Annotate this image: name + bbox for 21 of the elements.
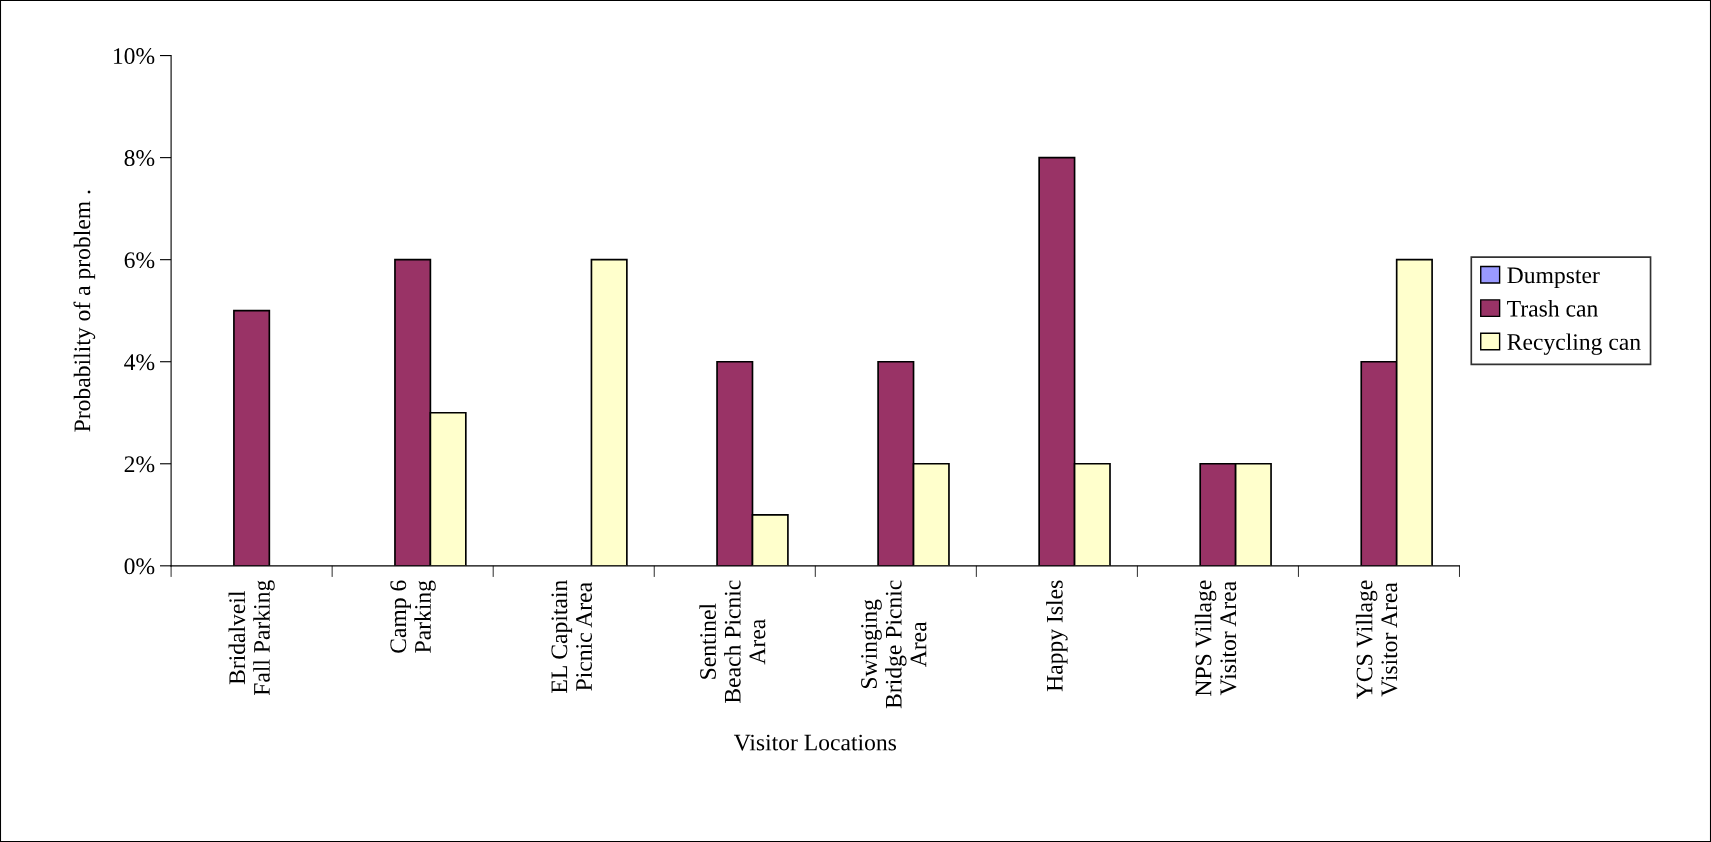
x-tick-label: NPS Village Visitor Area [1194,580,1237,696]
x-tick-label: Sentinel Beach Picnic Area [699,580,766,703]
x-tick-label: Camp 6 Parking [390,580,436,653]
y-tick-label: 4% [124,354,155,371]
legend-label: Dumpster [1507,267,1600,289]
y-axis-title: Probability of a problem . [73,190,96,432]
x-axis-title: Visitor Locations [733,734,897,751]
y-tick-label: 0% [124,558,155,575]
y-tick-label: 8% [124,150,155,167]
y-tick-label: 10% [113,48,155,65]
legend-label: Recycling can [1507,333,1641,355]
y-tick-label: 2% [124,456,155,473]
bar [590,258,628,566]
legend-label: Trash can [1507,300,1598,317]
x-tick-label: Happy Isles [1046,580,1068,692]
bar [233,309,271,566]
y-tick-label: 6% [124,252,155,269]
x-tick-label: Bridalveil Fall Parking [228,580,275,696]
x-tick-label: Swinging Bridge Picnic Area [861,580,927,709]
x-tick-label: EL Capitain Picnic Area [551,580,592,693]
x-tick-label: YCS Village Visitor Area [1355,580,1398,699]
